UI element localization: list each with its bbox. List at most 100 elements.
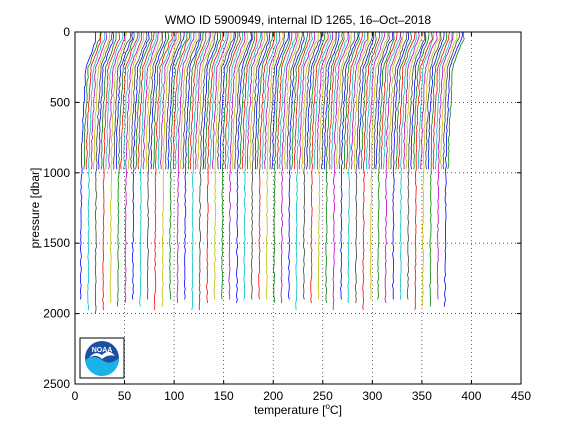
profile-line [102, 31, 121, 311]
profile-line [139, 31, 157, 307]
profile-line [85, 31, 102, 170]
profile-line [362, 31, 381, 311]
profile-line [189, 31, 207, 170]
profile-line [187, 31, 204, 170]
profile-line [328, 31, 345, 170]
logo-text: NOAA [92, 347, 113, 354]
profile-line [117, 31, 135, 307]
degree-symbol: o [325, 402, 330, 411]
profile-line [250, 31, 269, 300]
profile-line [135, 31, 153, 170]
profile-line [239, 31, 256, 170]
profile-line [291, 31, 308, 170]
profile-line [228, 31, 246, 300]
profile-line [174, 32, 192, 170]
profile-line [293, 31, 311, 170]
profile-line [421, 31, 441, 307]
x-axis-label-prefix: temperature [ [254, 403, 326, 417]
profile-line [183, 31, 202, 300]
profile-line [202, 31, 219, 170]
noaa-logo: NOAA [79, 337, 125, 379]
profile-line [137, 31, 155, 170]
profile-line [335, 31, 352, 170]
profile-line [414, 31, 433, 311]
profile-line [176, 31, 195, 304]
profile-line [382, 31, 401, 170]
profile-line [254, 31, 271, 170]
profile-line [310, 31, 329, 304]
profile-line [440, 32, 458, 170]
profile-line [152, 31, 169, 170]
y-tick-label: 1500 [43, 236, 70, 250]
profile-line [377, 32, 395, 300]
profile-line [406, 31, 426, 300]
profile-line [100, 31, 117, 170]
profile-line [425, 31, 442, 170]
profile-line [320, 31, 337, 170]
profile-line [167, 32, 185, 170]
profile-line [323, 32, 340, 170]
profile-line [309, 31, 326, 170]
profile-line [365, 31, 383, 170]
profile-line [413, 31, 430, 170]
profile-line [298, 32, 315, 170]
profile-line [235, 31, 253, 304]
profile-line [286, 31, 303, 170]
plot-frame [74, 31, 522, 385]
profile-line [232, 31, 248, 170]
y-axis-ticks: 0 500 1000 1500 2000 2500 [43, 25, 521, 391]
profile-line [343, 31, 360, 170]
profile-line [338, 31, 356, 170]
profile-line [213, 31, 232, 300]
profile-line [113, 31, 132, 170]
profile-line [131, 31, 150, 300]
profile-line [347, 31, 366, 304]
profile-line [429, 31, 448, 307]
profile-line [87, 31, 106, 311]
x-tick-label: 100 [164, 389, 184, 403]
profile-line [317, 31, 337, 300]
profile-line [206, 31, 224, 304]
profile-line [108, 31, 126, 170]
x-tick-label: 400 [461, 389, 481, 403]
y-axis-label: pressure [dbar] [28, 168, 42, 249]
profiles [79, 31, 465, 314]
y-tick-label: 0 [63, 25, 70, 39]
profile-line [115, 31, 134, 170]
profile-line [159, 31, 177, 170]
y-tick-label: 1000 [43, 166, 70, 180]
profile-line [350, 31, 369, 170]
profile-line [90, 31, 107, 170]
profile-line [221, 31, 239, 300]
profile-line [403, 31, 420, 170]
profile-line [109, 31, 127, 304]
x-tick-label: 350 [412, 389, 432, 403]
profile-line [436, 31, 454, 300]
profile-line [399, 31, 417, 300]
profile-line [261, 31, 278, 170]
profile-line [380, 31, 398, 170]
profile-line [172, 31, 191, 170]
profile-line [191, 31, 210, 311]
profile-line [388, 31, 404, 170]
profile-line [264, 31, 281, 170]
profile-line [316, 31, 334, 170]
profile-line [369, 31, 389, 300]
profile-line [302, 31, 322, 300]
x-tick-label: 50 [118, 389, 132, 403]
profile-line [345, 31, 363, 170]
profile-line [209, 31, 227, 170]
profile-line [301, 31, 319, 170]
profile-line [93, 31, 111, 170]
logo-sea [85, 357, 120, 377]
profile-line [410, 31, 427, 170]
profile-line [271, 31, 289, 170]
profile-line [331, 31, 349, 170]
profile-line [142, 31, 159, 170]
profile-line [105, 31, 124, 170]
profile-line [391, 31, 410, 300]
profile-line [417, 31, 434, 170]
profile-line [306, 31, 323, 170]
profile-line [353, 31, 370, 170]
